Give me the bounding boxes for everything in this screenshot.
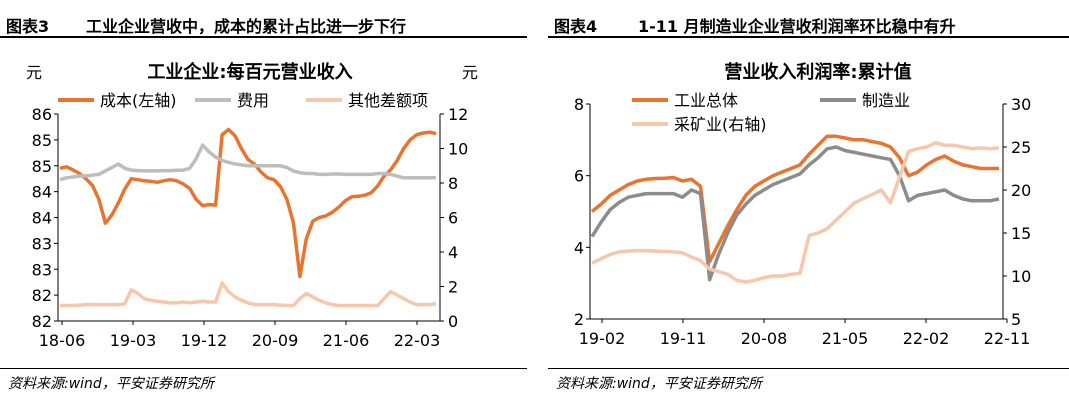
y-unit-left: 元 — [26, 63, 42, 82]
series-line — [590, 134, 999, 264]
y-tick-label-right: 30 — [1011, 95, 1031, 114]
y-tick-label-left: 82 — [32, 286, 52, 305]
y-tick-label-left: 6 — [574, 167, 584, 186]
x-tick-label: 22-03 — [394, 331, 441, 350]
x-tick-label: 19-11 — [660, 329, 707, 348]
y-unit-right: 元 — [462, 63, 478, 82]
y-tick-label-left: 86 — [32, 105, 52, 124]
x-tick-label: 21-06 — [323, 331, 370, 350]
series-line — [590, 145, 1000, 282]
y-tick-label-left: 83 — [32, 260, 52, 279]
figure-header: 图表3 工业企业营收中，成本的累计占比进一步下行 — [0, 10, 527, 38]
legend-label: 制造业 — [862, 91, 910, 110]
y-tick-label-right: 10 — [1011, 267, 1031, 286]
y-tick-label-right: 12 — [448, 105, 468, 124]
legend-label: 成本(左轴) — [100, 91, 177, 110]
x-tick-label: 18-06 — [39, 331, 86, 350]
legend-label: 工业总体 — [674, 91, 738, 110]
x-tick-label: 21-05 — [822, 329, 869, 348]
y-tick-label-right: 0 — [448, 312, 458, 331]
x-tick-label: 22-11 — [984, 329, 1031, 348]
x-tick-label: 20-09 — [252, 331, 299, 350]
y-tick-label-right: 25 — [1011, 138, 1031, 157]
figure-source: 资料来源:wind，平安证券研究所 — [8, 376, 214, 392]
y-tick-label-right: 5 — [1011, 310, 1021, 329]
figure-caption: 1-11 月制造业企业营收利润率环比稳中有升 — [638, 17, 956, 36]
y-tick-label-left: 85 — [32, 157, 52, 176]
y-tick-label-right: 20 — [1011, 181, 1031, 200]
y-tick-label-left: 84 — [32, 209, 52, 228]
series-line — [591, 140, 1000, 284]
y-tick-label-right: 2 — [448, 278, 458, 297]
y-tick-label-left: 84 — [32, 183, 52, 202]
x-tick-label: 19-03 — [110, 331, 157, 350]
y-tick-label-right: 8 — [448, 174, 458, 193]
series-line — [59, 127, 437, 279]
chart-title: 工业企业:每百元营业收入 — [147, 61, 352, 83]
figure-panel-4: 图表4 1-11 月制造业企业营收利润率环比稳中有升 营业收入利润率:累计值 8 6… — [548, 0, 1069, 410]
figure-caption: 工业企业营收中，成本的累计占比进一步下行 — [86, 17, 407, 36]
x-tick-label: 19-02 — [579, 329, 626, 348]
figure-number: 图表3 — [6, 17, 50, 36]
figure-footer: 资料来源:wind，平安证券研究所 — [548, 368, 1069, 397]
y-tick-label-left: 8 — [574, 95, 584, 114]
figure-panel-3: 图表3 工业企业营收中，成本的累计占比进一步下行 工业企业:每百元营业收入 元 元 8… — [0, 0, 527, 410]
series-line — [59, 143, 436, 182]
y-tick-label-right: 6 — [448, 209, 458, 228]
y-tick-label-left: 4 — [574, 238, 584, 257]
y-tick-label-left: 83 — [32, 234, 52, 253]
series-line — [60, 281, 437, 308]
figure-header: 图表4 1-11 月制造业企业营收利润率环比稳中有升 — [548, 10, 1069, 38]
y-tick-label-right: 15 — [1011, 224, 1031, 243]
figure-footer: 资料来源:wind，平安证券研究所 — [0, 368, 527, 397]
y-tick-label-left: 85 — [32, 131, 52, 150]
figure-source: 资料来源:wind，平安证券研究所 — [556, 376, 762, 392]
x-tick-label: 19-12 — [181, 331, 228, 350]
chart-title: 营业收入利润率:累计值 — [724, 61, 911, 83]
legend-label: 采矿业(右轴) — [674, 115, 767, 134]
figure-number: 图表4 — [554, 17, 598, 36]
legend-label: 费用 — [237, 91, 269, 110]
y-tick-label-right: 4 — [448, 243, 458, 262]
x-tick-label: 22-02 — [903, 329, 950, 348]
legend-label: 其他差额项 — [348, 91, 428, 110]
y-tick-label-left: 2 — [574, 310, 584, 329]
y-tick-label-left: 82 — [32, 312, 52, 331]
chart-right: 营业收入利润率:累计值 8 6 4 2 30 25 20 15 10 5 19-02 19-11 20-0… — [574, 61, 1032, 348]
y-tick-label-right: 10 — [448, 140, 468, 159]
x-tick-label: 20-08 — [741, 329, 788, 348]
